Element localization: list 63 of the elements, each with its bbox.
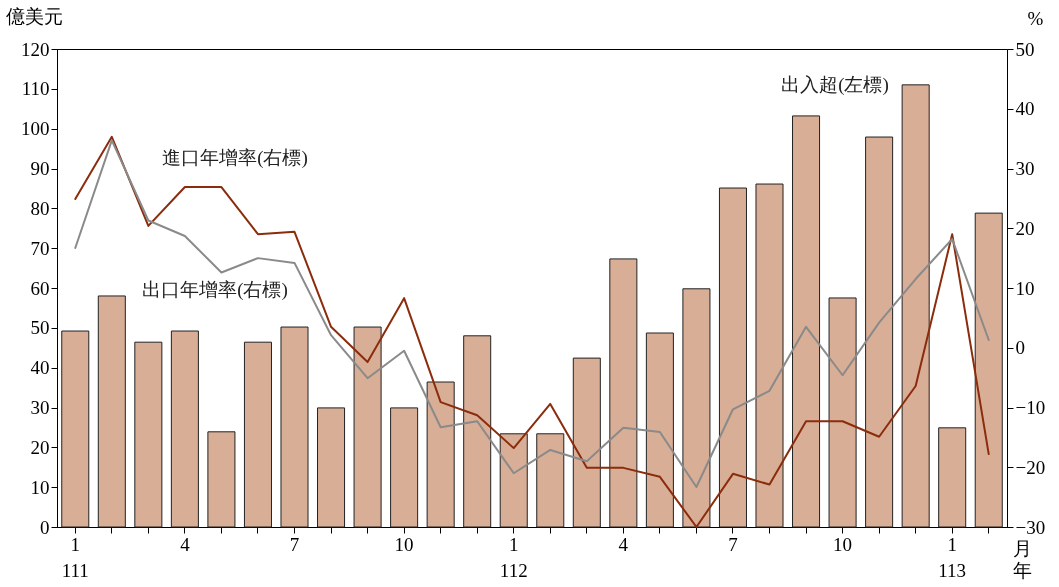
y2-tick-label: 20	[1015, 217, 1035, 239]
bar	[645, 332, 674, 528]
bar	[243, 341, 272, 528]
y2-axis-title: %	[1027, 7, 1044, 29]
y2-tick-label: 10	[1015, 277, 1035, 299]
bar	[901, 84, 930, 528]
x-tick-label: 1 113	[938, 533, 967, 581]
y-tick-label: 60	[30, 277, 50, 299]
y-tick-label: 0	[40, 516, 50, 538]
y-tick-label: 90	[30, 158, 50, 179]
y2-tick-label: −30	[1015, 516, 1046, 538]
series-label: 出入超(左標)	[781, 74, 889, 96]
bar	[609, 258, 638, 528]
y2-tick-label: −20	[1015, 456, 1046, 478]
x-tick-label: 4	[618, 533, 629, 555]
y2-tick-label: −10	[1015, 397, 1046, 418]
bar	[280, 326, 309, 528]
bar	[97, 295, 126, 528]
bar	[499, 433, 528, 528]
bar	[426, 381, 455, 528]
bar	[390, 407, 419, 528]
bar	[974, 212, 1003, 528]
y-tick-label: 100	[21, 118, 50, 140]
bar	[134, 341, 163, 528]
series-label: 進口年增率(右標)	[162, 147, 308, 169]
bar	[938, 427, 967, 528]
bar	[792, 115, 821, 528]
x-tick-label: 10	[394, 533, 414, 555]
x-tick-label: 7	[728, 533, 738, 555]
bar	[317, 407, 346, 528]
x-tick-label: 1 112	[499, 533, 528, 581]
bar	[170, 330, 199, 528]
y2-tick-label: 50	[1015, 38, 1035, 60]
y-tick-label: 40	[30, 357, 50, 379]
x-tick-label: 10	[833, 533, 853, 555]
x-tick-label: 4	[180, 533, 191, 555]
bar	[61, 330, 90, 528]
y-tick-label: 80	[30, 197, 50, 219]
bar	[536, 433, 565, 528]
y-tick-label: 10	[30, 476, 50, 498]
bar	[718, 187, 747, 528]
bar	[572, 357, 601, 528]
bar	[682, 288, 711, 528]
bar	[755, 183, 784, 528]
y2-tick-label: 40	[1015, 98, 1035, 120]
y-tick-label: 120	[21, 38, 50, 60]
x-tick-label: 7	[289, 533, 300, 555]
x-axis-title: 月年	[1013, 537, 1032, 581]
y-tick-label: 30	[30, 397, 50, 418]
x-tick-label: 1 111	[61, 533, 89, 581]
y-axis-title: 億美元	[5, 5, 63, 27]
bar	[353, 326, 382, 528]
bar	[828, 297, 857, 528]
bar	[865, 136, 894, 528]
y2-tick-label: 0	[1015, 337, 1025, 359]
y-tick-label: 20	[30, 436, 50, 458]
y-tick-label: 50	[30, 317, 50, 339]
y2-tick-label: 30	[1015, 158, 1035, 179]
y-tick-label: 110	[21, 78, 50, 100]
series-label: 出口年增率(右標)	[142, 279, 288, 301]
bar	[207, 431, 236, 528]
y-tick-label: 70	[30, 237, 50, 259]
bar	[463, 335, 492, 528]
